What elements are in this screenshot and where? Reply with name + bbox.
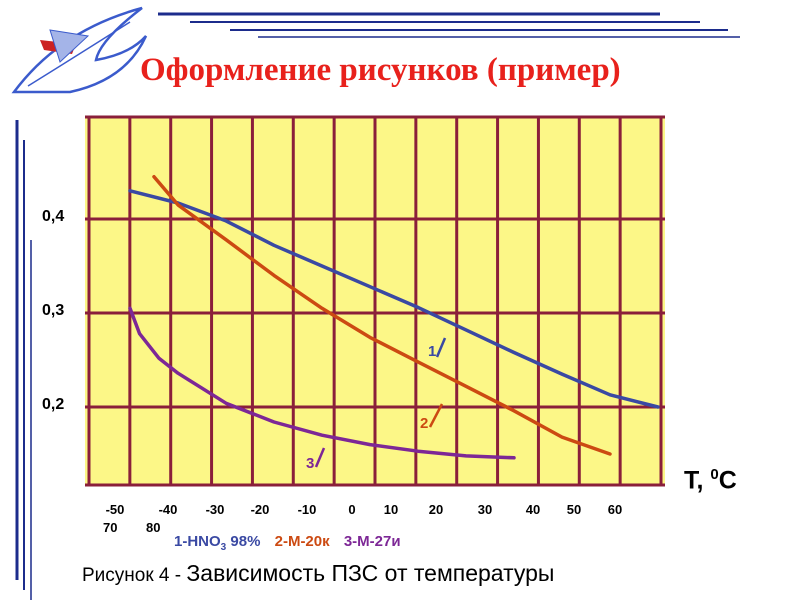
x-tick-label: 0 <box>348 502 356 517</box>
series-line-2 <box>152 174 612 456</box>
x-tick-label: 70 <box>103 520 118 535</box>
x-tick-label: 30 <box>477 502 493 517</box>
y-tick-label: 0,4 <box>42 208 65 225</box>
curve-label-3: 3 <box>306 455 315 472</box>
x-tick-label: -20 <box>250 502 270 517</box>
x-tick-label: -10 <box>297 502 317 517</box>
x-tick-label: 10 <box>383 502 399 517</box>
curve-label-2: 2 <box>420 415 429 432</box>
curve-label-1: 1 <box>428 343 437 360</box>
decorative-lines <box>15 12 740 600</box>
series-line-3 <box>128 306 516 460</box>
airplane-logo-icon <box>11 6 148 94</box>
x-tick-label: 40 <box>525 502 541 517</box>
curve-label-leader-2 <box>428 403 444 428</box>
x-tick-label: -40 <box>158 502 178 517</box>
curve-label-leader-3 <box>314 447 326 468</box>
legend-entry-2: 2-М-20к <box>274 533 330 550</box>
x-tick-label: 20 <box>428 502 444 517</box>
figure-caption: Рисунок 4 - Зависимость ПЗС от температу… <box>82 560 555 586</box>
x-tick-label: 50 <box>566 502 582 517</box>
x-tick-label: 80 <box>146 520 161 535</box>
y-tick-label: 0,3 <box>42 302 65 319</box>
legend: 1-HNO3 98% 2-М-20к 3-М-27и <box>174 533 411 553</box>
slide-title: Оформление рисунков (пример) <box>140 52 621 88</box>
series-line-1 <box>128 189 660 409</box>
legend-entry-3: 3-М-27и <box>343 533 401 550</box>
curve-label-leader-1 <box>435 337 447 358</box>
x-tick-label: -50 <box>105 502 125 517</box>
x-tick-label: 60 <box>607 502 623 517</box>
legend-entry-1: 1-HNO3 98% <box>174 533 261 553</box>
x-axis-label: T, 0С <box>684 466 737 495</box>
x-tick-label: -30 <box>205 502 225 517</box>
series-layer <box>128 174 660 468</box>
y-tick-label: 0,2 <box>42 396 65 413</box>
grid-lines <box>85 115 665 487</box>
